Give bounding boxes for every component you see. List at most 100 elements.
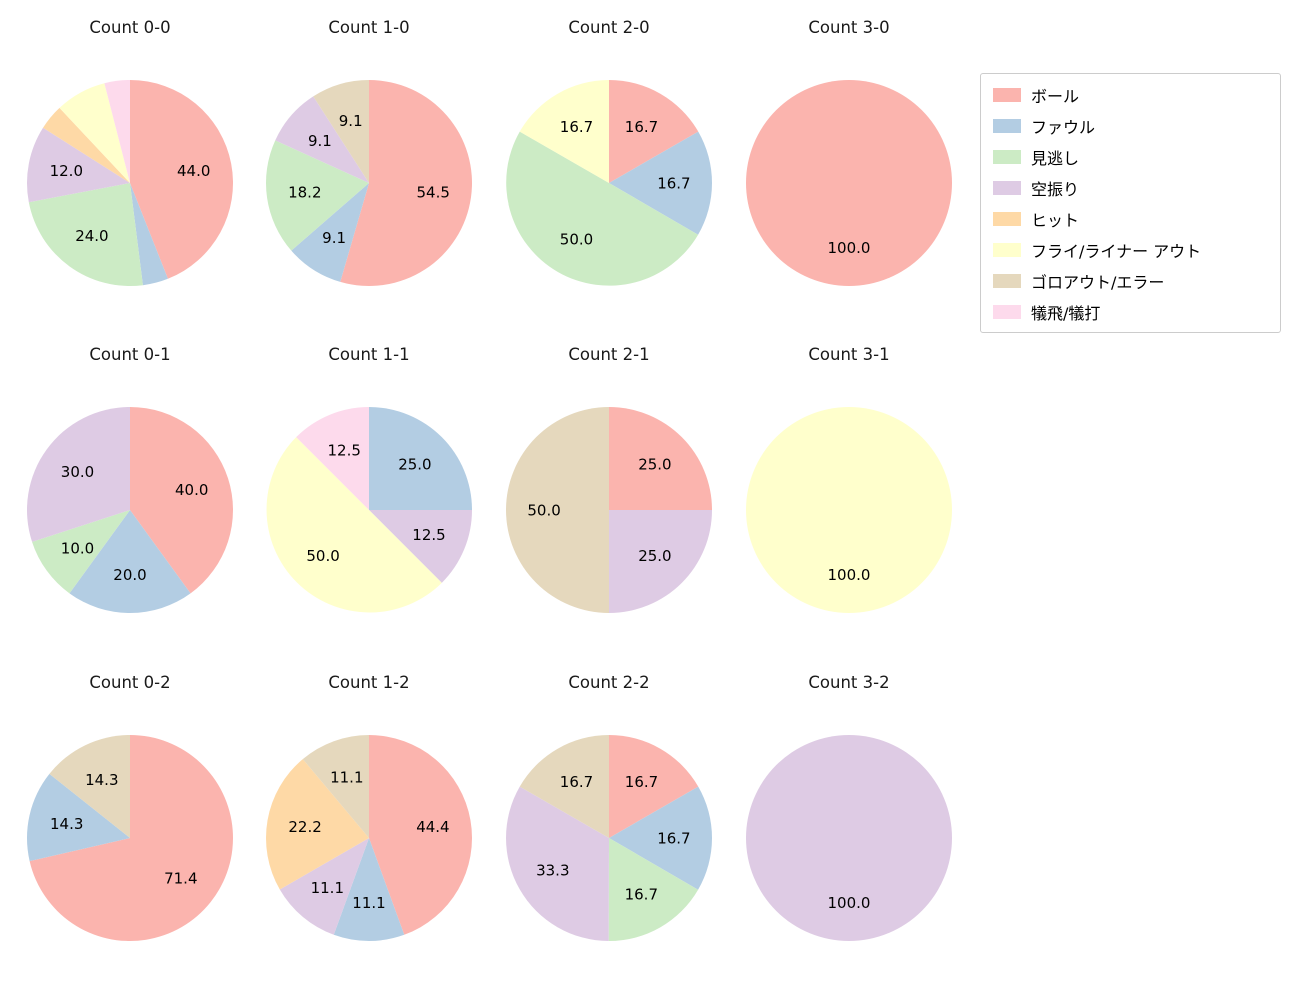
slice-label: 11.1 [352,894,385,912]
chart-title: Count 3-0 [808,18,890,37]
chart-title: Count 2-1 [568,345,650,364]
legend-item: 空振り [993,176,1268,199]
pie-slice [279,838,369,935]
legend-item: ボール [993,83,1268,106]
pie-svg: 16.7 16.7 16.7 33.3 16.7 [506,735,712,942]
legend-label: ゴロアウト/エラー [1031,272,1165,292]
slice-label: 40.0 [175,481,208,499]
slice-label: 9.1 [339,112,363,130]
legend-item: ヒット [993,207,1268,230]
pie-svg: 44.0 24.0 12.0 [26,80,234,287]
pie-slice [333,838,405,942]
pie-slice [266,759,369,890]
chart-title: Count 0-1 [89,345,171,364]
slice-label: 22.2 [288,818,321,836]
pie-slice [29,735,233,941]
slice-label: 33.3 [536,862,569,880]
legend-label: 空振り [1031,179,1080,199]
slice-label: 16.7 [657,829,690,847]
pie-slice [506,131,699,286]
pie-slice [302,735,369,838]
pie-slice [506,407,609,613]
slice-label: 25.0 [638,547,671,565]
slice-label: 20.0 [113,566,146,584]
pie-slice [369,510,472,583]
chart-title: Count 1-0 [328,18,410,37]
pie-slice [340,80,472,286]
legend-swatch [993,87,1021,102]
pie-slice [26,127,131,203]
legend-label: ヒット [1031,210,1080,230]
pie-slice [609,786,712,890]
legend-item: フライ/ライナー アウト [993,238,1268,261]
legend-swatch [993,149,1021,164]
pie-slice [746,735,952,941]
slice-label: 100.0 [828,566,871,584]
legend-label: ボール [1031,86,1080,106]
pie-slice [130,407,233,594]
pie-slice [275,96,369,183]
slice-label: 44.4 [416,818,449,836]
pie-slice [506,786,609,941]
legend-swatch [993,211,1021,226]
pie-slice [291,183,369,282]
slice-label: 16.7 [560,773,593,791]
pie-slice [130,80,234,279]
chart-title: Count 2-2 [568,673,650,692]
slice-label: 16.7 [657,174,690,192]
pie-chart-count-1-2: Count 1-2 44.4 11.1 11.1 22.2 11.1 [249,670,489,944]
legend-swatch [993,118,1021,133]
pie-slice [26,406,130,542]
pie-slice [28,183,143,287]
slice-label: 10.0 [61,539,94,557]
pie-svg: 40.0 20.0 10.0 30.0 [26,406,233,613]
pie-slice [369,735,473,935]
chart-title: Count 3-1 [808,345,890,364]
pie-svg: 16.7 16.7 50.0 16.7 [506,80,712,286]
slice-label: 9.1 [322,229,346,247]
pie-slice [26,773,130,862]
pie-svg: 100.0 [746,407,952,613]
slice-label: 11.1 [311,879,344,897]
pie-chart-count-3-2: Count 3-2 100.0 [729,670,969,944]
pie-chart-count-1-1: Count 1-1 25.0 12.5 50.0 12.5 [249,342,489,616]
slice-label: 16.7 [560,118,593,136]
pie-svg: 71.4 14.3 14.3 [26,735,233,941]
chart-title: Count 0-0 [89,18,171,37]
pie-slice [130,183,168,286]
slice-label: 30.0 [61,463,94,481]
pie-chart-count-0-2: Count 0-2 71.4 14.3 14.3 [10,670,250,944]
pie-slice [746,407,952,613]
slice-label: 44.0 [177,162,210,180]
slice-label: 25.0 [638,455,671,473]
pie-slice [265,140,369,251]
legend-label: フライ/ライナー アウト [1031,241,1202,261]
slice-label: 9.1 [308,132,332,150]
slice-label: 100.0 [828,239,871,257]
slice-label: 100.0 [828,894,871,912]
pie-slice [608,838,699,942]
slice-label: 50.0 [306,547,339,565]
legend-item: ファウル [993,114,1268,137]
slice-label: 16.7 [625,773,658,791]
pie-slice [104,80,130,183]
legend-swatch [993,242,1021,257]
slice-label: 71.4 [164,870,197,888]
pie-chart-count-0-0: Count 0-0 44.0 24.0 12.0 [10,15,250,289]
pie-slice [313,80,369,183]
pie-svg: 44.4 11.1 11.1 22.2 11.1 [266,735,473,942]
pie-chart-count-2-1: Count 2-1 25.0 25.0 50.0 [489,342,729,616]
legend: ボール ファウル 見逃し 空振り ヒット フライ/ライナー アウト ゴロアウト/エラー 犠飛/… [980,73,1281,333]
legend-swatch [993,180,1021,195]
slice-label: 18.2 [288,184,321,202]
pie-slice [609,131,712,235]
legend-label: ファウル [1031,117,1096,137]
pie-slice [746,80,952,286]
pie-svg: 25.0 12.5 50.0 12.5 [266,407,472,613]
pie-slice [266,437,442,613]
pie-slice [369,407,472,510]
pie-chart-count-2-2: Count 2-2 16.7 16.7 16.7 33.3 16.7 [489,670,729,944]
chart-title: Count 1-1 [328,345,410,364]
slice-label: 14.3 [50,815,83,833]
